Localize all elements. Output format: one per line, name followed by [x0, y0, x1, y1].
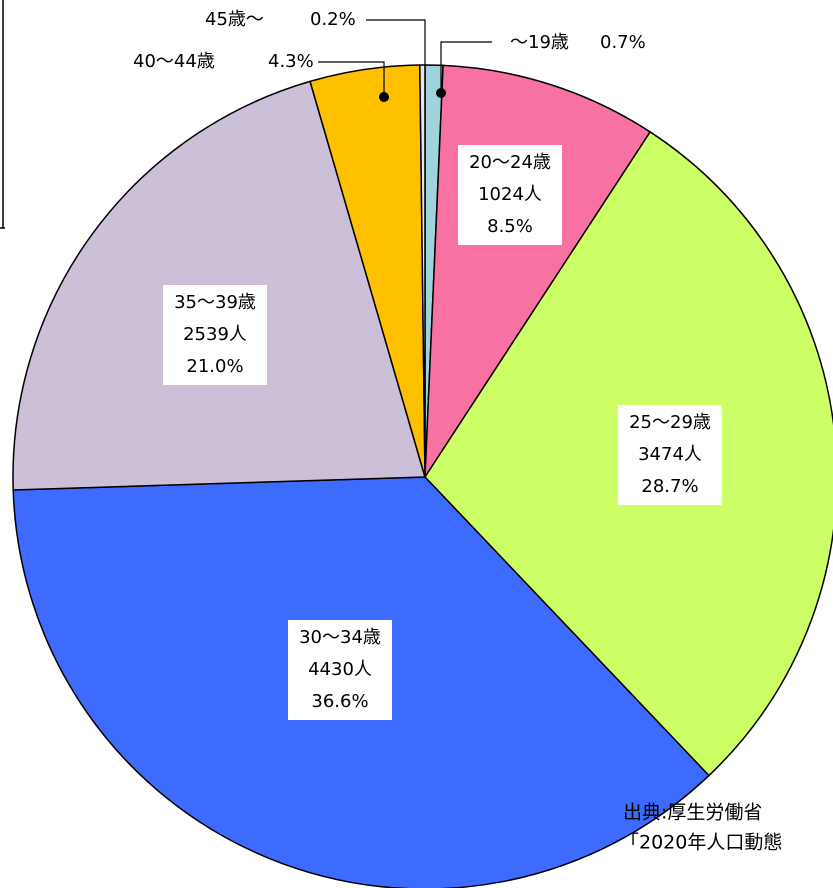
category-label: 20〜24歳: [469, 152, 551, 173]
category-label: 35〜39歳: [174, 292, 256, 313]
count-label: 2539人: [183, 324, 247, 345]
label-box: [163, 285, 267, 385]
value-label: 0.7%: [600, 32, 646, 53]
count-label: 3474人: [638, 444, 702, 465]
category-label: 〜19歳: [510, 32, 569, 53]
source: 「2020年人口動態: [620, 832, 782, 854]
value-label: 28.7%: [641, 476, 698, 497]
value-label: 0.2%: [310, 9, 356, 30]
value-label: 4.3%: [268, 51, 314, 72]
category-label: 45歳〜: [205, 9, 264, 30]
source: 出典:厚生労働省: [623, 802, 762, 824]
label-box: [288, 620, 392, 720]
leader-dot: [436, 88, 446, 98]
leader-line: [440, 41, 492, 93]
leader-line: [318, 61, 385, 97]
leader-line: [366, 19, 426, 66]
category-label: 30〜34歳: [299, 627, 381, 648]
count-label: 4430人: [308, 659, 372, 680]
value-label: 36.6%: [311, 691, 368, 712]
leader-dot: [379, 92, 389, 102]
label-box: [458, 145, 562, 245]
value-label: 8.5%: [487, 216, 533, 237]
labels: 20〜24歳 1024人 8.5% 25〜29歳 3474人 28.7% 30〜34歳 443…: [133, 9, 722, 720]
category-label: 40〜44歳: [133, 51, 215, 72]
value-label: 21.0%: [186, 356, 243, 377]
count-label: 1024人: [478, 184, 542, 205]
label-box: [618, 405, 722, 505]
category-label: 25〜29歳: [629, 412, 711, 433]
